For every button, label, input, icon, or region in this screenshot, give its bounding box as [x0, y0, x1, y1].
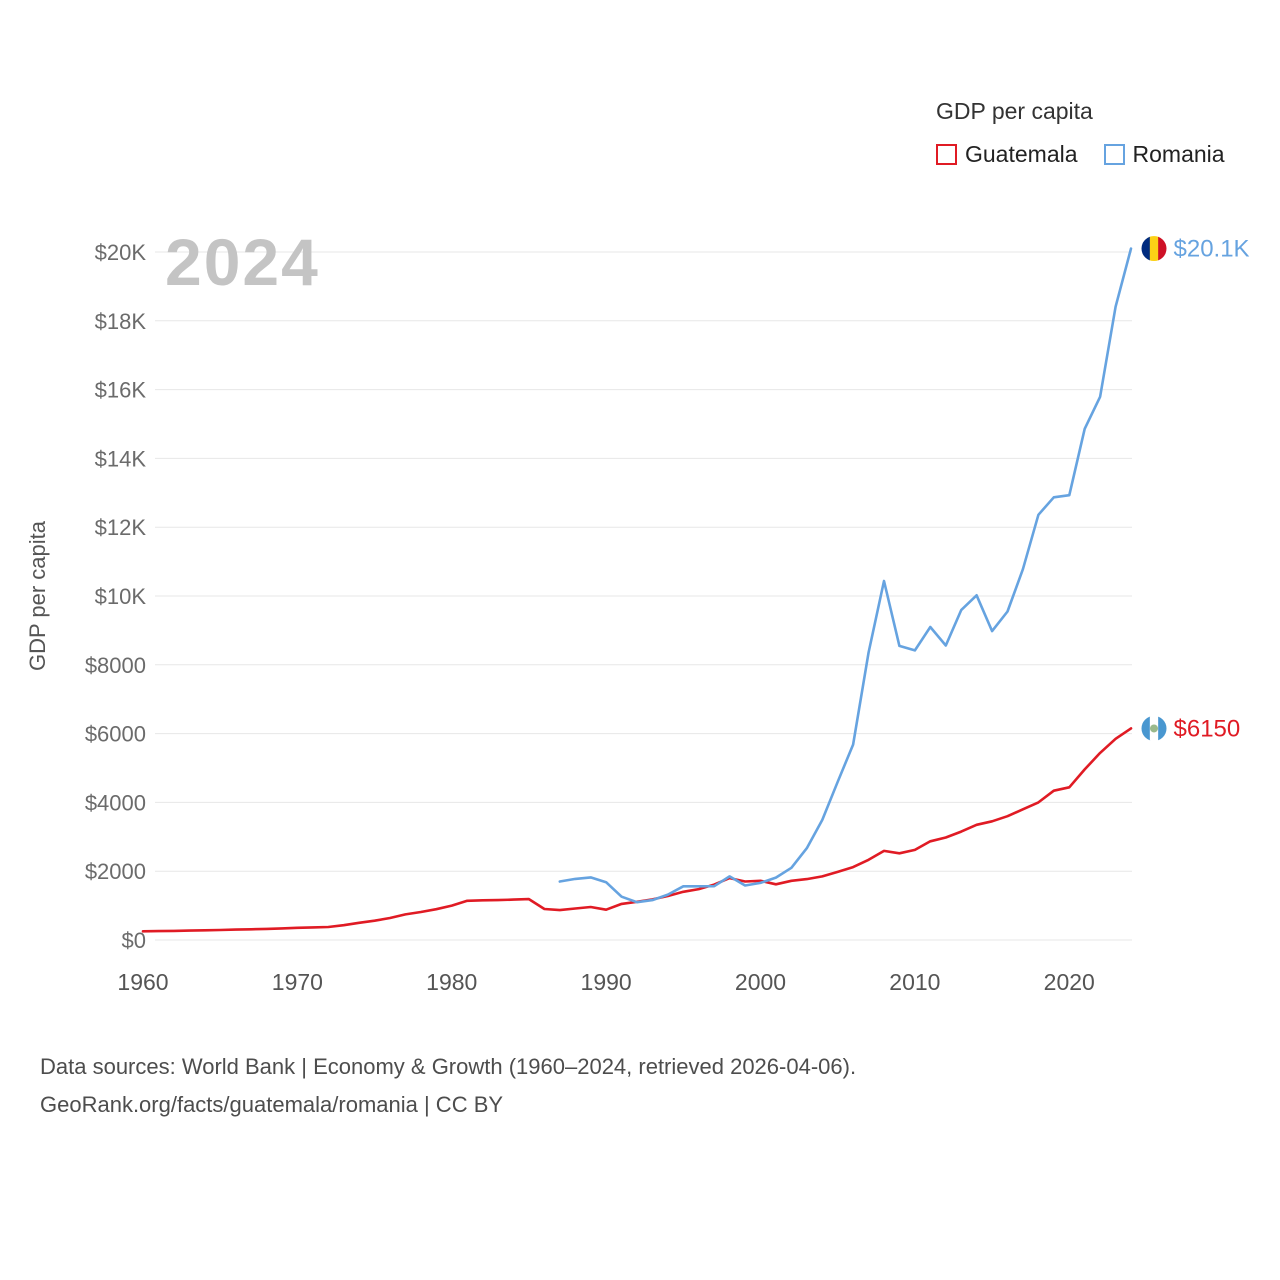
legend-items-row: Guatemala Romania	[936, 141, 1266, 168]
romania-flag-icon	[1141, 236, 1167, 262]
y-tick-label: $6000	[85, 722, 146, 747]
chart-footer: Data sources: World Bank | Economy & Gro…	[40, 1048, 856, 1124]
y-tick-label: $0	[122, 928, 146, 953]
x-tick-label: 1970	[272, 969, 323, 995]
x-tick-label: 1990	[581, 969, 632, 995]
romania-end-value-label: $20.1K	[1174, 236, 1250, 263]
gridlines	[155, 251, 1132, 941]
y-tick-label: $10K	[95, 584, 147, 609]
y-axis-tick-labels: $0 $2000 $4000 $6000 $8000 $10K $12K $14K $16K $1…	[85, 240, 147, 953]
y-tick-label: $8000	[85, 653, 146, 678]
data-sources-text: Data sources: World Bank | Economy & Gro…	[40, 1054, 857, 1079]
x-tick-label: 2000	[735, 969, 786, 995]
chart-legend: GDP per capita Guatemala Romania	[936, 98, 1266, 168]
x-tick-label: 1960	[117, 969, 168, 995]
romania-series-line	[558, 247, 1133, 904]
y-tick-label: $18K	[95, 309, 147, 334]
y-tick-label: $2000	[85, 859, 146, 884]
chart-canvas: $0 $2000 $4000 $6000 $8000 $10K $12K $14K $16K $1…	[25, 236, 1250, 995]
legend-title: GDP per capita	[936, 98, 1093, 124]
x-tick-label: 2010	[889, 969, 940, 995]
romania-series-swatch	[1103, 144, 1125, 165]
y-tick-label: $14K	[95, 446, 147, 471]
x-axis-tick-labels: 1960 1970 1980 1990 2000 2010 2020	[117, 969, 1094, 995]
legend-label-guatemala: Guatemala	[965, 141, 1078, 167]
legend-item-romania[interactable]: Romania	[1103, 141, 1225, 168]
guatemala-end-value-label: $6150	[1174, 715, 1241, 742]
guatemala-series-swatch	[936, 144, 957, 165]
legend-label-romania: Romania	[1132, 141, 1225, 167]
y-tick-label: $12K	[95, 515, 147, 540]
attribution-url-text: GeoRank.org/facts/guatemala/romania | CC…	[40, 1092, 504, 1117]
x-tick-label: 2020	[1044, 969, 1095, 995]
y-axis-title: GDP per capita	[25, 520, 50, 671]
y-tick-label: $16K	[95, 378, 147, 403]
y-tick-label: $20K	[95, 240, 147, 265]
y-tick-label: $4000	[85, 790, 146, 815]
x-tick-label: 1980	[426, 969, 477, 995]
chart-year-watermark: 2024	[165, 225, 320, 299]
legend-item-guatemala[interactable]: Guatemala	[936, 141, 1078, 168]
guatemala-flag-icon	[1141, 715, 1167, 741]
